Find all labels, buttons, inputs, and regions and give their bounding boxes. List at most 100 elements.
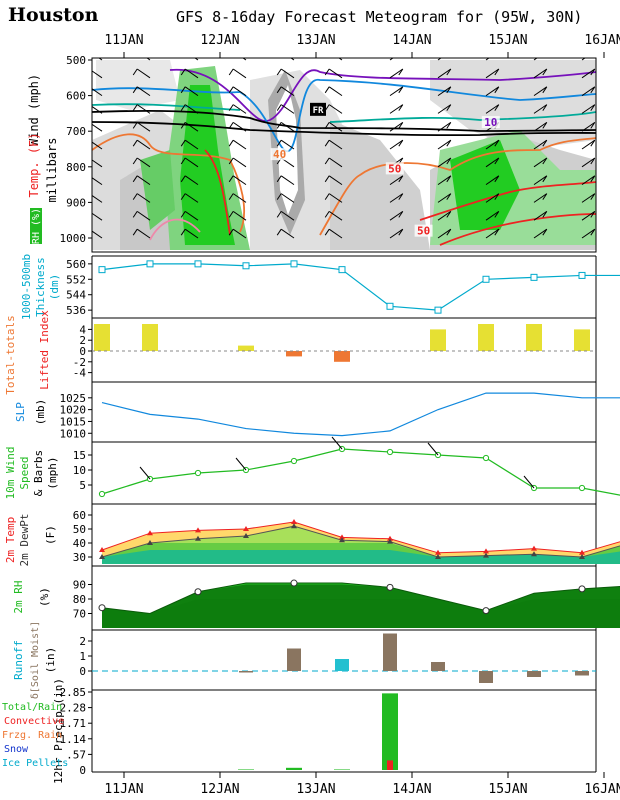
- contour-line: [92, 121, 596, 137]
- wind-barb: [328, 175, 343, 186]
- wind-barb-flag: [85, 176, 89, 182]
- wind-barb-flag: [613, 105, 617, 111]
- wind-barb: [437, 139, 452, 150]
- rh-point: [290, 579, 298, 587]
- lifted-index-bar: [94, 324, 110, 351]
- contour-line: [149, 218, 201, 241]
- wind-barb-flag: [590, 157, 596, 165]
- wind-barb-flag: [324, 193, 330, 200]
- wind-barb: [533, 121, 548, 132]
- wind-barb-flag: [180, 228, 186, 236]
- wind-barb-flag: [277, 51, 281, 57]
- precip-legend-entry: Snow: [4, 744, 29, 755]
- wind-barb-flag: [276, 68, 282, 76]
- wind-barb-flag: [133, 51, 137, 57]
- wind-barb: [389, 104, 404, 114]
- y-axis-label: SLP: [14, 402, 27, 422]
- wind-barb-flag: [276, 211, 282, 218]
- wind-barb: [184, 139, 199, 150]
- wind-barb: [242, 58, 247, 61]
- temp-point: [195, 527, 201, 533]
- rh-point: [194, 588, 202, 596]
- lifted-index-bar: [574, 329, 590, 351]
- contour-label-bg: [481, 116, 500, 129]
- wind-barb: [232, 157, 247, 168]
- wind-barb: [232, 228, 247, 239]
- x-tick-label-bottom: 13JAN: [296, 782, 335, 797]
- freezing-marker-box: [310, 102, 326, 116]
- wind-barb: [485, 228, 500, 239]
- wind-barb-flag: [398, 68, 404, 76]
- temp-point: [243, 526, 249, 531]
- wind-barb: [581, 157, 596, 168]
- thickness-line: [101, 263, 620, 311]
- lifted-index-bar: [286, 351, 302, 357]
- wind-barb-flag: [180, 122, 186, 129]
- wind-barb: [533, 86, 548, 97]
- y-tick-label: 1000: [60, 232, 87, 245]
- wind-barb: [389, 210, 404, 221]
- y-axis-label: (dm): [48, 274, 61, 301]
- wind-barb-flag: [542, 139, 548, 147]
- precip-convective-bar: [387, 760, 393, 770]
- wind-barb-flag: [494, 86, 500, 94]
- wind-barb-flag: [228, 139, 234, 147]
- wind-barb-flag: [613, 194, 617, 200]
- wind-barb-flag: [398, 122, 404, 129]
- y-axis-label: millibars: [45, 137, 59, 202]
- wind-barb: [184, 157, 199, 168]
- y-tick-label: 2.85: [60, 686, 87, 699]
- wind-barb: [485, 175, 500, 186]
- y-tick-label: .57: [66, 748, 86, 761]
- wind-barb: [184, 121, 199, 132]
- wind-barb: [389, 58, 394, 61]
- wind-barb-flag: [180, 86, 186, 94]
- wind-barb: [92, 230, 103, 239]
- thickness-point: [386, 302, 394, 310]
- wind-barb: [485, 104, 500, 114]
- y-tick-label: 1025: [60, 392, 87, 405]
- wind-barb: [136, 228, 151, 239]
- y-tick-label: 552: [66, 273, 86, 286]
- wind-barb-flag: [85, 105, 89, 111]
- y-tick-label: 1: [79, 650, 86, 663]
- wind-barb: [485, 193, 500, 203]
- wind-barb-flag: [228, 175, 234, 183]
- y-axis-label: (mb): [34, 399, 47, 426]
- y-axis-label: (%): [38, 587, 51, 607]
- wind-barb-flag: [613, 176, 617, 182]
- x-tick-label-top: 12JAN: [200, 33, 239, 48]
- wind-barb-flag: [446, 104, 452, 111]
- thickness-point: [530, 273, 538, 281]
- wind-barb-flag: [446, 228, 452, 236]
- thickness-point: [194, 260, 202, 268]
- wind-barb-flag: [446, 157, 452, 165]
- wind-barb: [427, 442, 439, 456]
- wind-barb-flag: [446, 175, 452, 183]
- wind-barb-flag: [324, 139, 330, 147]
- wind-barb: [184, 86, 199, 97]
- wind-barb-flag: [613, 211, 617, 217]
- wind-barb-flag: [228, 122, 234, 129]
- wind-barb-flag: [132, 139, 138, 147]
- city-title: Houston: [8, 4, 99, 26]
- y-tick-label: 1015: [60, 415, 87, 428]
- wind-barb: [437, 121, 452, 132]
- y-tick-label: 30: [73, 551, 86, 564]
- wind-barb-flag: [132, 175, 138, 183]
- wind-barb: [328, 193, 343, 203]
- rh-point: [98, 604, 106, 612]
- wind-barb: [581, 228, 596, 239]
- y-axis-label: 2m DewPt: [18, 514, 31, 567]
- soil-moist-bar: [383, 633, 397, 671]
- wind-barb-flag: [228, 211, 234, 218]
- dewpoint-point: [243, 533, 249, 538]
- contour-label: 40: [273, 148, 286, 161]
- wind-barb: [136, 86, 151, 97]
- wind-barb: [136, 193, 151, 203]
- y-tick-label: 544: [66, 289, 86, 302]
- rh-legend-label: RH (%): [31, 208, 42, 244]
- y-axis-label: (F): [44, 525, 57, 545]
- wind-barb: [280, 104, 295, 114]
- wind-barb: [533, 157, 548, 168]
